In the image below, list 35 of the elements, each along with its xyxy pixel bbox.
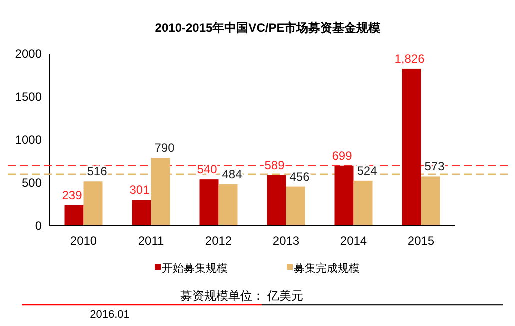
y-tick-label: 500 [22, 176, 42, 190]
y-tick-label: 0 [35, 219, 42, 233]
x-tick-label: 2015 [408, 234, 435, 248]
chart-title: 2010-2015年中国VC/PE市场募资基金规模 [155, 21, 381, 35]
legend-label: 开始募集规模 [162, 262, 228, 275]
x-tick-label: 2012 [205, 234, 232, 248]
bar [354, 180, 373, 226]
text: 2016.01 [90, 309, 130, 321]
data-label: 456 [290, 170, 310, 184]
data-label: 699 [332, 148, 353, 163]
bar [402, 68, 422, 226]
y-tick-label: 1500 [15, 90, 42, 104]
bar [218, 184, 238, 226]
data-label: 1,826 [394, 52, 426, 66]
data-label: 301 [130, 183, 150, 198]
bar [132, 200, 152, 226]
y-tick-label: 2000 [15, 47, 42, 61]
bar [200, 180, 219, 226]
legend-label: 募集完成规模 [294, 262, 360, 275]
data-label: 540 [197, 162, 218, 177]
x-tick-label: 2011 [138, 234, 164, 248]
data-label: 239 [62, 188, 83, 202]
data-label: 790 [154, 141, 176, 156]
x-tick-label: 2013 [272, 234, 300, 248]
data-label: 589 [264, 158, 286, 172]
bar [84, 182, 103, 226]
text: 募资规模单位： 亿美元 [180, 289, 304, 303]
x-tick-label: 2014 [340, 234, 368, 248]
x-tick-label: 2010 [70, 234, 98, 248]
y-tick-label: 1000 [15, 133, 42, 147]
bar [64, 205, 84, 226]
bar [286, 186, 306, 226]
bar [334, 166, 354, 226]
bar [267, 175, 286, 226]
data-label: 516 [87, 164, 108, 179]
